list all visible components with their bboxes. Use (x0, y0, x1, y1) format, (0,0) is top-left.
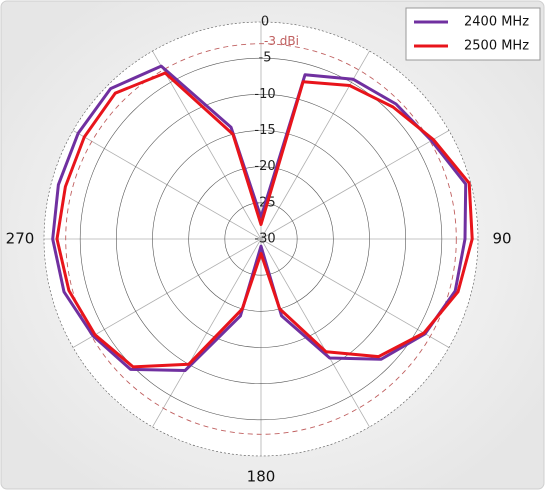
theta-tick-label: 90 (492, 230, 511, 248)
r-tick-label: -15 (254, 123, 275, 138)
theta-tick-label: 180 (247, 468, 276, 486)
grid-ring (224, 202, 298, 276)
r-tick-label: -10 (254, 87, 275, 102)
series-line (51, 64, 468, 372)
legend-box (405, 7, 541, 61)
grid-ring (79, 57, 443, 421)
r-tick-label: 0 (261, 15, 269, 30)
reference-label: -3 dBi (264, 34, 299, 48)
legend-label: 2400 MHz (464, 15, 529, 30)
legend-label: 2500 MHz (464, 39, 529, 54)
grid-ring (43, 21, 479, 457)
grid-ring (152, 130, 370, 348)
grid-ring (188, 166, 334, 312)
grid-ring (116, 94, 406, 384)
theta-tick-label: 270 (6, 230, 35, 248)
reference-ring (65, 43, 457, 435)
r-tick-label: -20 (254, 159, 275, 174)
r-tick-label: -30 (254, 232, 275, 247)
series-line (55, 71, 474, 369)
r-tick-label: -5 (259, 51, 272, 66)
